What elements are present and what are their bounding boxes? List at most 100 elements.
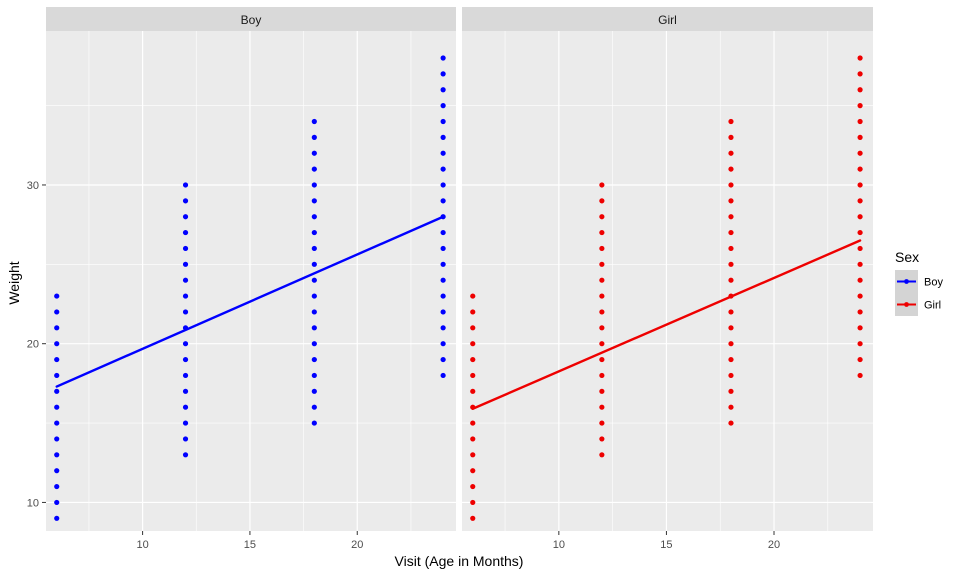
data-point-boy (182, 420, 189, 426)
panel-0: Boy 10 15 20 10 20 30 (27, 7, 456, 551)
data-point-boy (440, 87, 446, 93)
data-point-boy (54, 293, 60, 299)
data-point-girl (599, 420, 605, 426)
data-point-girl (728, 134, 734, 140)
data-point-boy (440, 325, 446, 331)
panel-1: Girl 10 15 20 (462, 7, 873, 551)
data-point-girl (470, 420, 476, 426)
data-point-girl (728, 341, 734, 347)
data-point-boy (182, 436, 189, 442)
x-tick-label: 10 (136, 539, 148, 551)
data-point-girl (857, 309, 863, 315)
data-point-boy (54, 452, 60, 458)
data-point-boy (311, 277, 317, 283)
data-point-boy (311, 118, 317, 125)
data-point-girl (470, 341, 476, 347)
data-point-girl (857, 150, 863, 156)
y-tick-label: 10 (27, 497, 39, 509)
data-point-girl (728, 388, 734, 394)
facet-strip-label: Girl (658, 13, 677, 27)
data-point-boy (311, 372, 317, 379)
data-point-boy (54, 499, 60, 506)
data-point-boy (182, 372, 189, 379)
facet-strip (462, 7, 873, 31)
data-point-boy (54, 436, 60, 442)
data-point-boy (311, 293, 317, 299)
data-point-boy (311, 356, 317, 363)
data-point-boy (311, 404, 317, 410)
data-point-girl (728, 356, 734, 363)
data-point-girl (857, 87, 863, 93)
data-point-girl (599, 277, 605, 283)
data-point-boy (440, 198, 446, 204)
data-point-boy (311, 341, 317, 347)
data-point-girl (857, 198, 863, 204)
legend-label-girl: Girl (924, 300, 941, 312)
data-point-girl (857, 245, 863, 252)
data-point-girl (728, 198, 734, 204)
data-point-girl (857, 229, 863, 236)
legend: Boy Girl (895, 270, 943, 316)
data-point-girl (599, 341, 605, 347)
data-point-boy (440, 182, 446, 188)
data-point-girl (728, 261, 734, 267)
data-point-boy (182, 277, 189, 283)
data-point-boy (182, 356, 189, 363)
data-point-girl (728, 245, 734, 252)
data-point-boy (440, 372, 446, 379)
panel-background (46, 31, 456, 531)
data-point-girl (857, 118, 863, 125)
data-point-boy (440, 150, 446, 156)
data-point-girl (599, 388, 605, 394)
data-point-girl (728, 229, 734, 236)
data-point-girl (470, 452, 476, 458)
data-point-girl (599, 245, 605, 252)
data-point-girl (728, 214, 734, 220)
y-axis-label: Weight (6, 261, 22, 304)
data-point-boy (54, 341, 60, 347)
data-point-girl (599, 261, 605, 267)
data-point-girl (857, 261, 863, 267)
data-point-boy (311, 166, 317, 172)
facet-strip-label: Boy (241, 13, 262, 27)
data-point-boy (182, 198, 189, 204)
legend-label-boy: Boy (924, 277, 943, 289)
data-point-girl (470, 499, 476, 506)
x-tick-label: 10 (553, 539, 565, 551)
data-point-girl (728, 182, 734, 188)
data-point-girl (470, 293, 476, 299)
data-point-boy (182, 182, 189, 188)
data-point-boy (440, 293, 446, 299)
data-point-girl (857, 341, 863, 347)
x-tick-label: 15 (244, 539, 256, 551)
data-point-boy (440, 229, 446, 236)
data-point-girl (857, 325, 863, 331)
data-point-girl (470, 436, 476, 442)
data-point-boy (182, 245, 189, 252)
data-point-girl (857, 356, 863, 363)
data-point-boy (311, 134, 317, 140)
data-point-boy (440, 103, 446, 109)
data-point-girl (470, 372, 476, 379)
data-point-boy (182, 261, 189, 267)
legend-key-point (904, 279, 909, 284)
data-point-boy (182, 404, 189, 410)
data-point-boy (440, 261, 446, 267)
data-point-girl (728, 420, 734, 426)
data-point-girl (857, 372, 863, 379)
data-point-boy (54, 404, 60, 410)
data-point-girl (599, 436, 605, 442)
data-point-boy (54, 356, 60, 363)
data-point-girl (599, 372, 605, 379)
data-point-girl (857, 166, 863, 172)
data-point-boy (182, 452, 189, 458)
y-tick-label: 30 (27, 180, 39, 192)
y-tick-label: 20 (27, 339, 39, 351)
data-point-girl (599, 325, 605, 331)
data-point-girl (857, 277, 863, 283)
x-tick-label: 15 (660, 539, 672, 551)
data-point-girl (728, 277, 734, 283)
data-point-boy (311, 214, 317, 220)
